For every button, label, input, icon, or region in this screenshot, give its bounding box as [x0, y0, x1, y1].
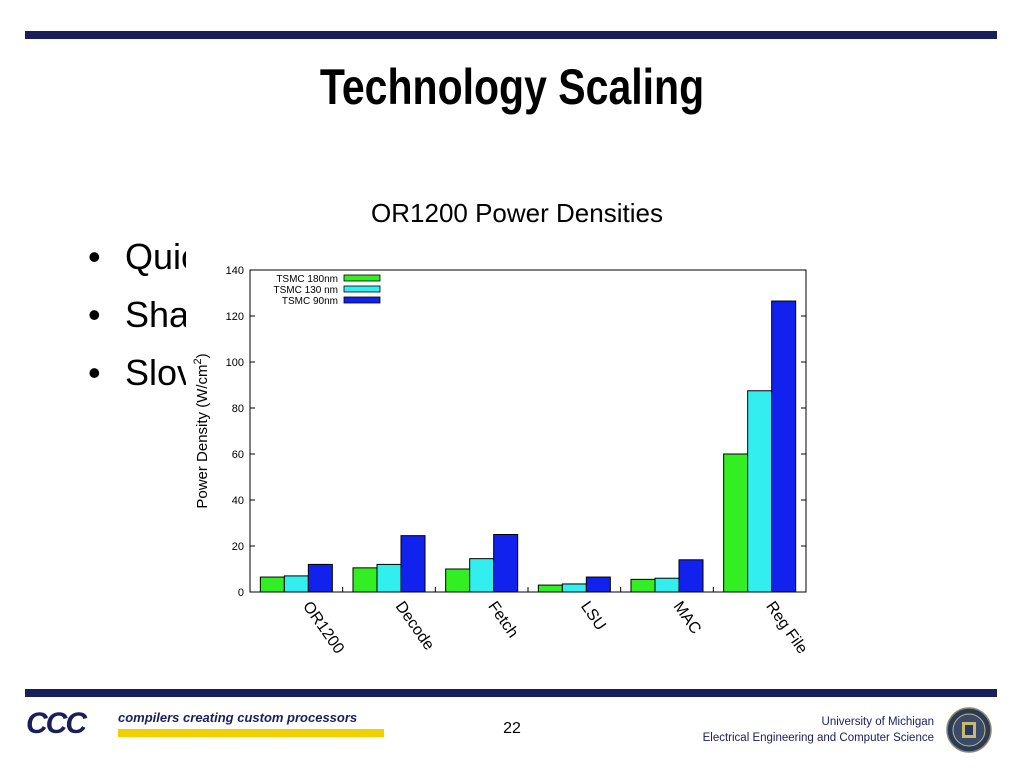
institution-name: University of Michigan — [821, 716, 934, 728]
chart-title: OR1200 Power Densities — [371, 198, 663, 228]
y-tick-label: 100 — [226, 357, 244, 369]
x-tick-label: MAC — [670, 599, 704, 638]
bullet-item: Sha — [88, 286, 611, 344]
bar — [493, 534, 519, 593]
bar — [654, 577, 680, 593]
header-rule — [25, 31, 997, 39]
y-tick-label: 60 — [232, 449, 244, 461]
bar — [771, 300, 797, 593]
bar — [283, 575, 309, 593]
bullet-item: Slov — [88, 344, 611, 402]
bar — [307, 563, 333, 593]
department-name: Electrical Engineering and Computer Scie… — [702, 732, 934, 744]
slide-title: Technology Scaling — [319, 59, 705, 115]
x-tick-label: LSU — [577, 599, 609, 634]
bar — [678, 559, 704, 593]
bar — [259, 576, 285, 593]
footer-rule — [25, 689, 997, 697]
bar — [747, 390, 773, 593]
y-tick-label: 40 — [232, 495, 244, 507]
y-tick-label: 20 — [232, 541, 244, 553]
bar — [561, 583, 587, 593]
plot-frame — [249, 269, 807, 593]
legend-swatch — [343, 285, 381, 293]
x-tick-label: Fetch — [484, 599, 521, 642]
footer-affiliation: University of Michigan Electrical Engine… — [703, 714, 934, 746]
logo-underline-bar — [118, 729, 384, 737]
bar — [445, 568, 471, 593]
x-tick-label: OR1200 — [299, 599, 347, 658]
legend-label: TSMC 130 nm — [274, 285, 338, 296]
bar — [469, 558, 495, 593]
x-tick-label: Reg File — [762, 599, 810, 658]
bar-chart: 0 20 40 60 80 100 120 140 Power Density (W/cm2) O… — [192, 265, 811, 658]
university-seal-icon — [946, 707, 992, 753]
logo-wordmark: CCC — [26, 707, 87, 740]
y-axis-label-superscript: 2 — [192, 358, 204, 364]
bar — [376, 563, 402, 593]
y-axis-label: Power Density (W/cm2) — [192, 353, 211, 508]
y-axis-label-text: Power Density (W/cm — [194, 364, 211, 508]
x-tick-label: Decode — [392, 599, 438, 654]
y-tick-label: 80 — [232, 403, 244, 415]
legend-label: TSMC 90nm — [282, 296, 338, 307]
bar — [585, 576, 611, 593]
y-axis-label-text: ) — [194, 353, 211, 358]
legend-swatch — [343, 296, 381, 304]
bar — [630, 578, 656, 593]
bar — [400, 535, 426, 593]
ccc-logo: CCC compilers creating custom processors — [26, 705, 384, 741]
legend-swatch — [343, 274, 381, 282]
page-number: 22 — [503, 720, 521, 737]
chart-panel: 0 20 40 60 80 100 120 140 Power Density (W/cm2) O… — [186, 226, 840, 666]
y-tick-label: 0 — [238, 587, 244, 599]
logo-tagline: compilers creating custom processors — [118, 710, 358, 725]
y-tick-label: 120 — [226, 311, 244, 323]
bar — [537, 584, 563, 593]
legend-label: TSMC 180nm — [276, 274, 338, 285]
bar — [723, 453, 749, 593]
y-tick-label: 140 — [226, 265, 244, 277]
bar — [352, 567, 378, 593]
